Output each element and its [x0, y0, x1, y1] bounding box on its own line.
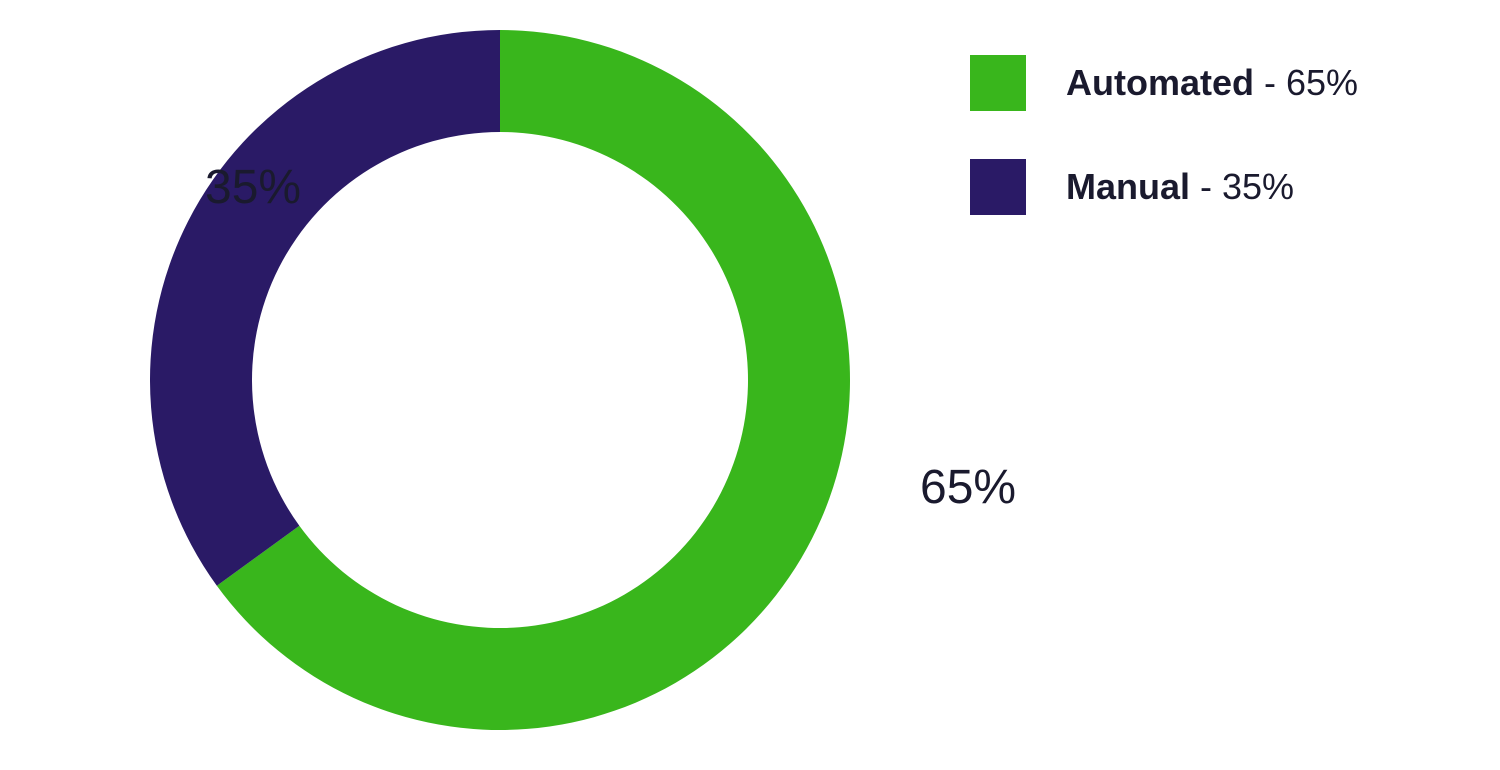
donut-svg — [150, 30, 850, 730]
legend-value: 35% — [1222, 166, 1294, 207]
legend-item-automated: Automated - 65% — [970, 55, 1358, 111]
legend-text: Automated - 65% — [1066, 65, 1358, 101]
legend-separator: - — [1190, 166, 1222, 207]
legend-value: 65% — [1286, 62, 1358, 103]
legend-separator: - — [1254, 62, 1286, 103]
legend-swatch — [970, 55, 1026, 111]
donut-chart: 65% 35% — [150, 30, 850, 730]
legend-text: Manual - 35% — [1066, 169, 1294, 205]
slice-label-manual: 35% — [205, 160, 301, 215]
legend-swatch — [970, 159, 1026, 215]
chart-legend: Automated - 65% Manual - 35% — [970, 55, 1358, 263]
slice-label-automated: 65% — [920, 460, 1016, 515]
legend-name: Automated — [1066, 62, 1254, 103]
legend-item-manual: Manual - 35% — [970, 159, 1358, 215]
legend-name: Manual — [1066, 166, 1190, 207]
donut-slice — [150, 30, 500, 586]
